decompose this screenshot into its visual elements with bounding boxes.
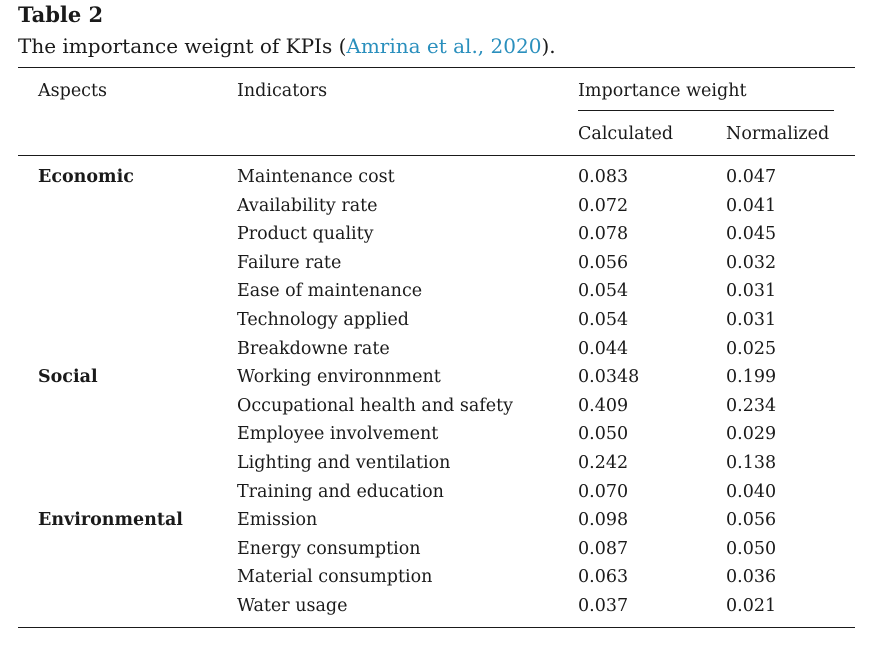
cell-normalized: 0.199 bbox=[726, 367, 777, 388]
header-calculated: Calculated bbox=[578, 124, 674, 144]
table-bottom-rule bbox=[18, 627, 855, 628]
cell-calculated: 0.072 bbox=[578, 195, 629, 216]
cell-indicator: Working environnment bbox=[237, 367, 441, 388]
cell-normalized: 0.138 bbox=[726, 452, 777, 473]
cell-calculated: 0.242 bbox=[578, 452, 629, 473]
cell-calculated: 0.083 bbox=[578, 167, 629, 187]
cell-indicator: Lighting and ventilation bbox=[237, 452, 451, 473]
table-header-rule bbox=[18, 155, 855, 156]
header-importance-weight: Importance weight bbox=[578, 81, 747, 101]
cell-normalized: 0.032 bbox=[726, 252, 777, 273]
cell-normalized: 0.031 bbox=[726, 281, 777, 302]
cell-normalized: 0.056 bbox=[726, 510, 777, 531]
cell-calculated: 0.063 bbox=[578, 567, 629, 588]
cell-calculated: 0.070 bbox=[578, 481, 629, 502]
cell-normalized: 0.041 bbox=[726, 195, 777, 216]
cell-normalized: 0.234 bbox=[726, 395, 777, 416]
cell-calculated: 0.087 bbox=[578, 538, 629, 559]
table-row: Training and education 0.070 0.040 bbox=[0, 481, 876, 510]
cell-calculated: 0.098 bbox=[578, 510, 629, 531]
table-row: Water usage 0.037 0.021 bbox=[0, 595, 876, 624]
cell-calculated: 0.044 bbox=[578, 338, 629, 359]
cell-normalized: 0.029 bbox=[726, 424, 777, 445]
cell-normalized: 0.040 bbox=[726, 481, 777, 502]
cell-calculated: 0.054 bbox=[578, 309, 629, 330]
header-normalized: Normalized bbox=[726, 124, 830, 144]
cell-aspect: Economic bbox=[38, 167, 134, 187]
table-row: Material consumption 0.063 0.036 bbox=[0, 566, 876, 595]
cell-calculated: 0.050 bbox=[578, 424, 629, 445]
cell-indicator: Availability rate bbox=[237, 195, 378, 216]
cell-calculated: 0.0348 bbox=[578, 367, 640, 388]
table-row: Product quality 0.078 0.045 bbox=[0, 223, 876, 252]
header-sub-rule bbox=[578, 110, 834, 111]
cell-indicator: Maintenance cost bbox=[237, 167, 395, 187]
cell-normalized: 0.045 bbox=[726, 224, 777, 245]
citation-link[interactable]: Amrina et al., 2020 bbox=[346, 34, 542, 58]
cell-normalized: 0.025 bbox=[726, 338, 777, 359]
cell-indicator: Product quality bbox=[237, 224, 374, 245]
cell-indicator: Technology applied bbox=[237, 309, 409, 330]
table-row: Economic Maintenance cost 0.083 0.047 bbox=[0, 166, 876, 195]
cell-indicator: Training and education bbox=[237, 481, 444, 502]
cell-normalized: 0.047 bbox=[726, 167, 777, 187]
cell-calculated: 0.078 bbox=[578, 224, 629, 245]
cell-indicator: Water usage bbox=[237, 595, 348, 616]
cell-normalized: 0.036 bbox=[726, 567, 777, 588]
header-indicators: Indicators bbox=[237, 81, 328, 101]
cell-indicator: Material consumption bbox=[237, 567, 433, 588]
cell-normalized: 0.050 bbox=[726, 538, 777, 559]
table-row: Breakdowne rate 0.044 0.025 bbox=[0, 338, 876, 367]
cell-aspect: Social bbox=[38, 367, 98, 388]
table-caption: The importance weignt of KPIs (Amrina et… bbox=[18, 33, 556, 59]
table-row: Lighting and ventilation 0.242 0.138 bbox=[0, 452, 876, 481]
table-row: Failure rate 0.056 0.032 bbox=[0, 252, 876, 281]
table-row: Availability rate 0.072 0.041 bbox=[0, 195, 876, 224]
cell-indicator: Occupational health and safety bbox=[237, 395, 514, 416]
cell-indicator: Failure rate bbox=[237, 252, 342, 273]
cell-indicator: Ease of maintenance bbox=[237, 281, 423, 302]
cell-normalized: 0.021 bbox=[726, 595, 777, 616]
table-row: Employee involvement 0.050 0.029 bbox=[0, 423, 876, 452]
cell-calculated: 0.054 bbox=[578, 281, 629, 302]
table-row: Ease of maintenance 0.054 0.031 bbox=[0, 280, 876, 309]
table-label: Table 2 bbox=[18, 2, 104, 27]
cell-indicator: Breakdowne rate bbox=[237, 338, 390, 359]
caption-text-end: ). bbox=[541, 34, 556, 58]
cell-calculated: 0.037 bbox=[578, 595, 629, 616]
cell-normalized: 0.031 bbox=[726, 309, 777, 330]
table-body: Economic Maintenance cost 0.083 0.047 Availa… bbox=[0, 166, 876, 624]
header-aspects: Aspects bbox=[38, 81, 107, 101]
table-row: Environmental Emission 0.098 0.056 bbox=[0, 509, 876, 538]
cell-indicator: Energy consumption bbox=[237, 538, 421, 559]
table-row: Technology applied 0.054 0.031 bbox=[0, 309, 876, 338]
table-row: Energy consumption 0.087 0.050 bbox=[0, 538, 876, 567]
cell-aspect: Environmental bbox=[38, 510, 183, 531]
cell-indicator: Emission bbox=[237, 510, 318, 531]
table-row: Occupational health and safety 0.409 0.234 bbox=[0, 395, 876, 424]
table-top-rule bbox=[18, 67, 855, 68]
cell-calculated: 0.409 bbox=[578, 395, 629, 416]
table-row: Social Working environnment 0.0348 0.199 bbox=[0, 366, 876, 395]
caption-text: The importance weignt of KPIs ( bbox=[18, 34, 347, 58]
cell-indicator: Employee involvement bbox=[237, 424, 439, 445]
cell-calculated: 0.056 bbox=[578, 252, 629, 273]
